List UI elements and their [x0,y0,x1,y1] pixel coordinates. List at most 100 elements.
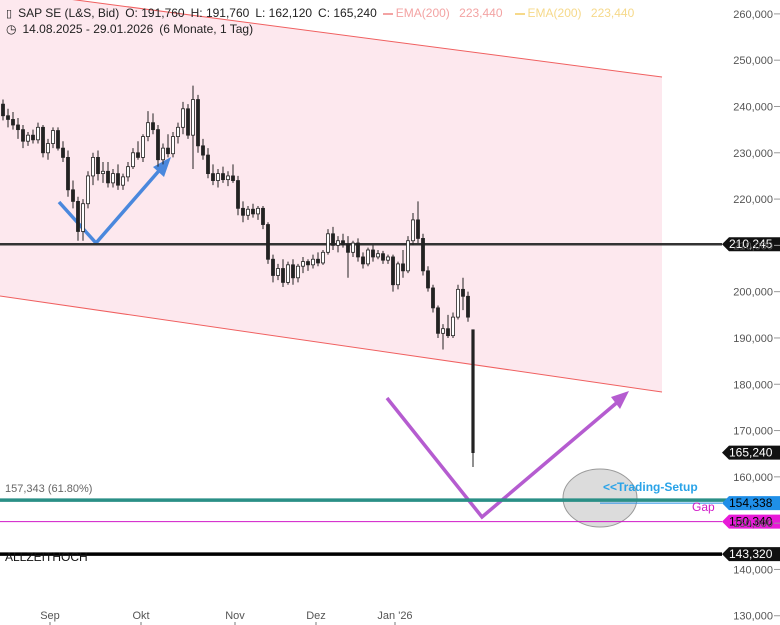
blue-arrow-head [153,157,171,177]
ohlc-high: H: 191,760 [190,6,250,20]
allzeithoch-annotation: ALLZEITHOCH [5,550,88,564]
ema-a-value: 223,440 [459,6,503,20]
y-tick-label: 170,000 [733,426,773,438]
candle [86,171,90,209]
y-tick-label: 160,000 [733,472,773,484]
candle [71,180,75,209]
candle [31,129,35,144]
candle [226,171,230,187]
purple-arrow-head [611,391,629,409]
chart-header: ▯ SAP SE (L&S, Bid) O: 191,760 H: 191,760 L:… [6,6,646,20]
candle [441,324,445,350]
y-tick-label: 200,000 [733,287,773,299]
candle [81,199,85,241]
candle [276,263,280,281]
candle [466,291,470,322]
candle [451,312,455,338]
x-tick-label: Okt [132,610,149,622]
candle [241,201,245,223]
last-price-price-label: 165,240 [729,446,773,460]
y-tick-label: 190,000 [733,333,773,345]
candle [261,206,265,230]
candle [321,250,325,265]
candle [1,99,5,121]
candle [296,263,300,283]
candle [396,261,400,290]
setup-ellipse [562,468,638,528]
fib-618-label: 157,343 (61.80%) [5,483,92,495]
candle [126,162,130,182]
candle [191,85,195,169]
candle [351,240,355,257]
ema-b-label: EMA(200) [527,6,582,20]
candle [421,233,425,276]
candle [131,148,135,169]
x-tick-label: Nov [225,610,245,622]
y-tick-label: 230,000 [733,148,773,160]
gap-price-tag [722,514,780,529]
candle [41,125,45,158]
candle [36,122,40,144]
candle [181,101,185,135]
candle [306,259,310,271]
x-tick-label: Dez [306,610,326,622]
trend-channel [0,0,662,392]
candle [121,173,125,190]
candle [381,250,385,264]
candle [56,127,60,151]
candle [366,247,370,267]
date-range: 14.08.2025 - 29.01.2026 [22,22,154,36]
candle [311,254,315,269]
candle [401,250,405,278]
y-tick-label: 260,000 [733,9,773,21]
candle [456,284,460,320]
candle [361,252,365,269]
candle [206,148,210,179]
candle [411,212,415,246]
candle [21,125,25,149]
candle [406,236,410,274]
candle [26,131,30,146]
candle [136,141,140,160]
candle [196,94,200,153]
candle [391,254,395,292]
candle [236,175,240,216]
candle [166,134,170,158]
candle [431,284,435,313]
candle [291,259,295,285]
last-price-price-tag [722,445,780,460]
ema-b-value: 223,440 [590,6,635,20]
ema-a-label: EMA(200) [395,6,450,20]
candle [371,245,375,262]
candle [66,150,70,197]
candle [211,164,215,186]
candle [246,206,250,220]
allzeithoch-price-label: 143,320 [729,547,773,561]
x-tick-label: Jan '26 [377,610,412,622]
candle [461,277,465,311]
y-tick-label: 240,000 [733,101,773,113]
candle [446,314,450,338]
candle [266,222,270,264]
candle [186,104,190,139]
channel-lower-line [0,295,663,393]
ohlc-open: O: 191,760 [125,6,185,20]
candle [316,252,320,267]
candle [356,238,360,262]
candle [61,141,65,163]
candle [51,127,55,149]
candle [96,150,100,181]
candle [346,236,350,278]
horizontal-line-price-tag [722,237,780,252]
candle [416,201,420,244]
candle [471,329,475,468]
candle [326,229,330,255]
chart-period: ◷ 14.08.2025 - 29.01.2026 (6 Monate, 1 Tag… [6,22,259,36]
candle [6,108,10,128]
candle [91,152,95,186]
candle [281,259,285,288]
candle [161,143,165,165]
candle [301,256,305,274]
candle [116,164,120,190]
y-tick-label: 180,000 [733,379,773,391]
